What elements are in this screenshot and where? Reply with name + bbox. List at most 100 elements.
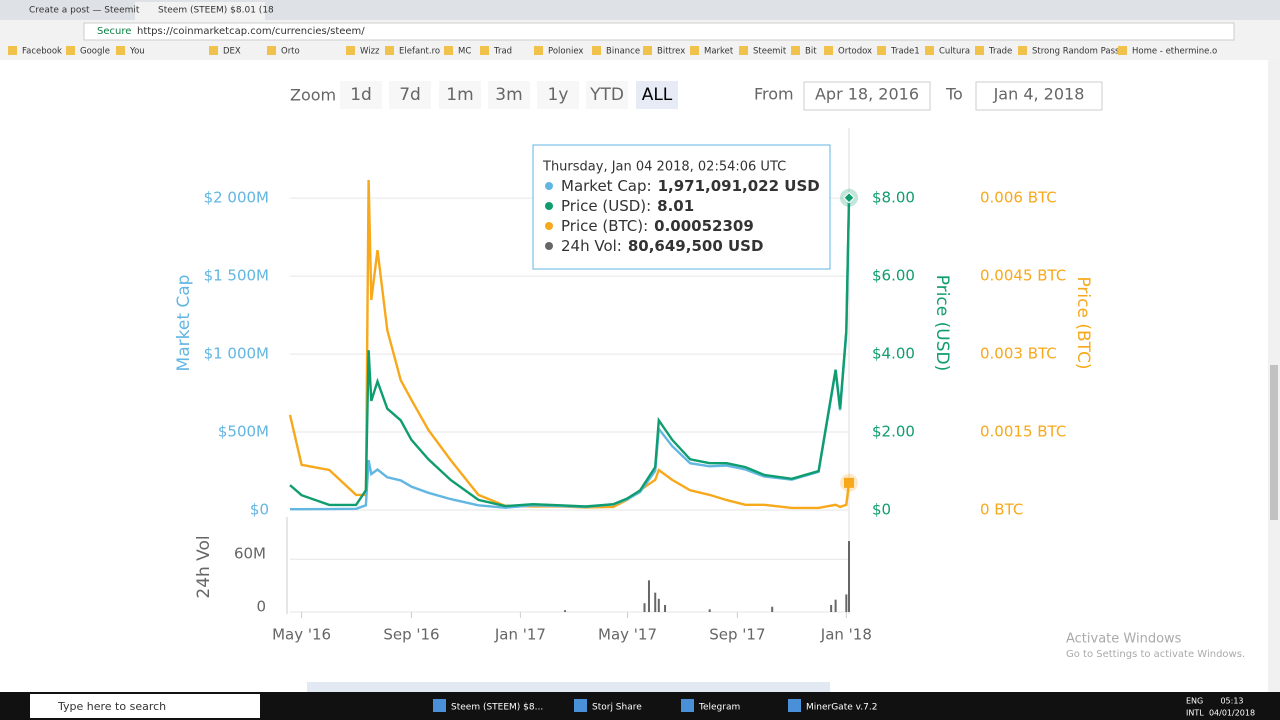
bookmark[interactable]: Google	[80, 47, 110, 57]
task-icon[interactable]	[574, 699, 587, 712]
zoom-button-label[interactable]: 3m	[495, 85, 522, 105]
task-icon[interactable]	[788, 699, 801, 712]
zoom-button-label[interactable]: 1m	[446, 85, 473, 105]
volume-bar	[830, 604, 833, 612]
bookmark[interactable]: Bittrex	[657, 47, 685, 57]
bookmark[interactable]: Ortodox	[838, 47, 872, 57]
bookmark-icon[interactable]	[385, 46, 394, 55]
tooltip-value: 80,649,500 USD	[628, 237, 764, 255]
bookmark-icon[interactable]	[791, 46, 800, 55]
y2ticks-label: $2.00	[872, 423, 915, 441]
active-tab[interactable]	[135, 2, 265, 20]
zoom-button-label[interactable]: YTD	[589, 85, 624, 105]
volume-tick-label: 60M	[234, 545, 266, 563]
bookmark[interactable]: Strong Random Pass	[1032, 47, 1120, 57]
tab-title[interactable]: Steem (STEEM) $8.01 (18	[158, 6, 274, 16]
zoom-button-label[interactable]: 7d	[399, 85, 421, 105]
bookmark-icon[interactable]	[1018, 46, 1027, 55]
zoom-button-label[interactable]: 1d	[350, 85, 372, 105]
bookmark-icon[interactable]	[480, 46, 489, 55]
bookmark-icon[interactable]	[877, 46, 886, 55]
zoom-button[interactable]	[488, 81, 530, 109]
zoom-button[interactable]	[389, 81, 431, 109]
y2ticks-label: $8.00	[872, 189, 915, 207]
from-label: From	[754, 85, 794, 104]
bookmark[interactable]: Market	[704, 47, 734, 57]
bookmark[interactable]: MC	[458, 47, 471, 57]
layout: INTL	[1186, 709, 1204, 718]
navigator[interactable]	[307, 682, 830, 692]
task-app[interactable]: Telegram	[698, 703, 740, 713]
bookmark[interactable]: Elefant.ro	[399, 47, 440, 57]
bookmark-icon[interactable]	[209, 46, 218, 55]
bookmark-icon[interactable]	[267, 46, 276, 55]
bookmark-icon[interactable]	[346, 46, 355, 55]
bookmark[interactable]: Steemit	[753, 47, 787, 57]
task-icon[interactable]	[681, 699, 694, 712]
bookmark-icon[interactable]	[592, 46, 601, 55]
zoom-button-label[interactable]: 1y	[548, 85, 569, 105]
bookmark-icon[interactable]	[925, 46, 934, 55]
bookmark[interactable]: DEX	[223, 47, 241, 57]
y3ticks-label: 0 BTC	[980, 501, 1023, 519]
bookmark[interactable]: Trade	[988, 47, 1012, 57]
y2ticks-label: $4.00	[872, 345, 915, 363]
search-box[interactable]	[30, 694, 260, 718]
task-app[interactable]: MinerGate v.7.2	[806, 703, 877, 713]
bookmark-icon[interactable]	[534, 46, 543, 55]
url[interactable]: https://coinmarketcap.com/currencies/ste…	[137, 26, 365, 37]
bookmark-icon[interactable]	[444, 46, 453, 55]
bookmark[interactable]: Home - ethermine.o	[1132, 47, 1217, 57]
zoom-button[interactable]	[586, 81, 628, 109]
from-input[interactable]	[803, 81, 931, 111]
tab-bar	[0, 0, 1280, 20]
bookmark-icon[interactable]	[824, 46, 833, 55]
bookmark-icon[interactable]	[8, 46, 17, 55]
from-date[interactable]: Apr 18, 2016	[815, 85, 919, 104]
volume-bar	[845, 594, 848, 612]
task-app[interactable]: Steem (STEEM) $8...	[451, 703, 543, 713]
zoom-button[interactable]	[340, 81, 382, 109]
watermark-text: Go to Settings to activate Windows.	[1066, 649, 1245, 660]
zoom-button[interactable]	[439, 81, 481, 109]
volume-bar	[848, 541, 850, 612]
bookmark[interactable]: You	[129, 47, 145, 57]
volume-bar	[657, 598, 660, 612]
search-placeholder[interactable]: Type here to search	[57, 700, 166, 713]
volume-tick-label: 0	[256, 598, 266, 616]
watermark-title: Activate Windows	[1066, 632, 1182, 647]
bookmark[interactable]: Bit	[805, 47, 817, 57]
bookmark[interactable]: Facebook	[22, 47, 62, 57]
to-input[interactable]	[975, 81, 1103, 111]
tab-title[interactable]: Create a post — Steemit	[29, 6, 140, 16]
bookmark[interactable]: Cultura	[939, 47, 970, 57]
y2ticks-label: $6.00	[872, 267, 915, 285]
scroll-thumb[interactable]	[1270, 365, 1278, 520]
bookmark-icon[interactable]	[975, 46, 984, 55]
zoom-button-label[interactable]: ALL	[642, 85, 673, 105]
bookmark[interactable]: Poloniex	[548, 47, 583, 57]
bookmark-icon[interactable]	[739, 46, 748, 55]
bookmark-icon[interactable]	[116, 46, 125, 55]
volume-bar	[708, 609, 711, 612]
bookmark[interactable]: Trade1	[890, 47, 920, 57]
tooltip-dot	[545, 182, 553, 190]
to-date[interactable]: Jan 4, 2018	[993, 85, 1085, 104]
zoom-button[interactable]	[636, 81, 678, 109]
x-tick-label: May '17	[598, 626, 657, 644]
volume-bar	[643, 603, 646, 612]
task-app[interactable]: Storj Share	[592, 703, 642, 713]
task-icon[interactable]	[433, 699, 446, 712]
bookmark[interactable]: Binance	[606, 47, 640, 57]
zoom-button[interactable]	[537, 81, 579, 109]
bookmark-icon[interactable]	[643, 46, 652, 55]
bookmark[interactable]: Wizz	[360, 47, 380, 57]
bookmark-icon[interactable]	[66, 46, 75, 55]
bookmark[interactable]: Trad	[493, 47, 512, 57]
address-bar[interactable]	[83, 22, 1235, 41]
bookmark-icon[interactable]	[1118, 46, 1127, 55]
x-tick-label: Sep '16	[383, 626, 439, 644]
bookmark-icon[interactable]	[690, 46, 699, 55]
tooltip-value: 0.00052309	[654, 217, 754, 235]
bookmark[interactable]: Orto	[281, 47, 300, 57]
